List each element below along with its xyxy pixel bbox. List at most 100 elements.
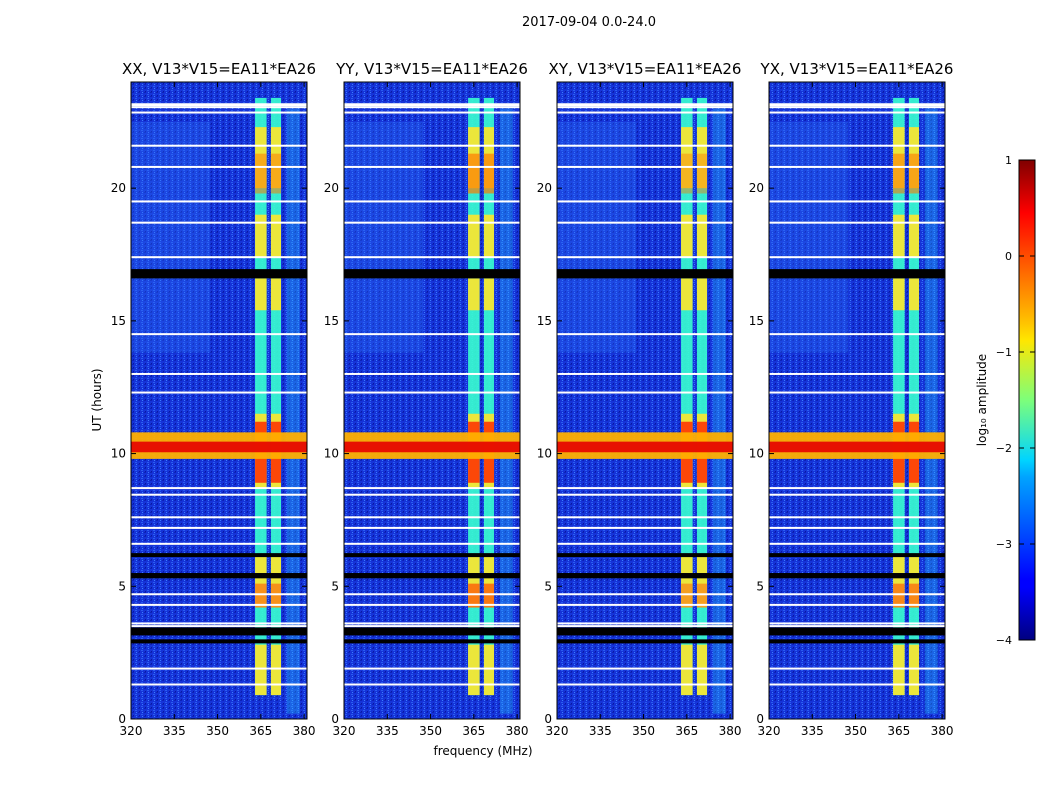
y-tick-label: 5 bbox=[331, 579, 339, 593]
flagged-row bbox=[557, 625, 733, 628]
flagged-gap bbox=[769, 573, 945, 579]
x-tick-label: 365 bbox=[249, 724, 272, 738]
y-tick-label: 5 bbox=[756, 579, 764, 593]
rfi-channel-1 bbox=[893, 97, 905, 696]
flagged-row bbox=[769, 667, 945, 670]
panel-1: XX, V13*V15=EA11*EA26 320 335 350 365 380 0 5 10… bbox=[111, 60, 316, 738]
flagged-row bbox=[344, 391, 520, 394]
colorbar-tick-label: 1 bbox=[1005, 154, 1012, 167]
rfi-hot-segment bbox=[483, 644, 495, 696]
rfi-hot-segment bbox=[681, 644, 693, 696]
flagged-row bbox=[769, 622, 945, 625]
rfi-hot-segment bbox=[681, 127, 693, 189]
x-tick-label: 365 bbox=[462, 724, 485, 738]
y-axis-label: UT (hours) bbox=[90, 368, 104, 431]
flagged-row bbox=[769, 111, 945, 114]
rfi-peak-segment bbox=[893, 153, 905, 194]
rfi-channel-1 bbox=[255, 97, 267, 696]
flagged-row bbox=[344, 165, 520, 168]
flagged-row bbox=[131, 667, 307, 670]
diffuse-emission bbox=[769, 121, 849, 353]
y-tick-label: 20 bbox=[111, 181, 126, 195]
rfi-hot-segment bbox=[255, 278, 267, 311]
rfi-peak-segment bbox=[696, 153, 708, 194]
x-tick-label: 320 bbox=[546, 724, 569, 738]
rfi-hot-segment bbox=[468, 554, 480, 608]
colorbar-ticks: 1 0 −1 −2 −3 −4 bbox=[996, 154, 1035, 647]
rfi-peak-segment bbox=[483, 153, 495, 194]
colorbar-tick-label: 0 bbox=[1005, 250, 1012, 263]
rfi-peak-segment bbox=[270, 153, 282, 194]
flagged-gap bbox=[344, 639, 520, 644]
flagged-row bbox=[557, 391, 733, 394]
flagged-row bbox=[131, 542, 307, 545]
flagged-gap bbox=[769, 639, 945, 644]
rfi-hot-segment bbox=[255, 644, 267, 696]
flagged-row bbox=[769, 103, 945, 107]
flagged-gap bbox=[557, 627, 733, 636]
flagged-row bbox=[557, 165, 733, 168]
flagged-row bbox=[131, 526, 307, 529]
panel-frame bbox=[130, 81, 308, 720]
rfi-channel-1 bbox=[468, 97, 480, 696]
flagged-row bbox=[557, 493, 733, 496]
flagged-row bbox=[131, 103, 307, 107]
y-tick-label: 10 bbox=[749, 447, 764, 461]
flagged-row bbox=[769, 683, 945, 686]
rfi-hot-segment bbox=[255, 554, 267, 608]
flagged-row bbox=[131, 683, 307, 686]
y-tick-label: 5 bbox=[118, 579, 126, 593]
flagged-gap bbox=[344, 627, 520, 636]
rfi-channel-1 bbox=[681, 97, 693, 696]
x-tick-label: 365 bbox=[675, 724, 698, 738]
rfi-peak-segment bbox=[255, 153, 267, 194]
flagged-row bbox=[344, 372, 520, 375]
flagged-row bbox=[769, 200, 945, 203]
flagged-row bbox=[131, 487, 307, 490]
flagged-row bbox=[769, 333, 945, 336]
flagged-row bbox=[131, 372, 307, 375]
flagged-row bbox=[131, 625, 307, 628]
flagged-row bbox=[769, 256, 945, 259]
flagged-row bbox=[344, 603, 520, 606]
y-tick-label: 20 bbox=[537, 181, 552, 195]
flagged-row bbox=[131, 200, 307, 203]
rfi-peak-segment bbox=[468, 583, 480, 608]
rfi-hot-segment bbox=[908, 214, 920, 258]
flagged-gap bbox=[557, 553, 733, 558]
flagged-row bbox=[557, 526, 733, 529]
y-tick-label: 15 bbox=[537, 314, 552, 328]
panel-frame bbox=[343, 81, 521, 720]
y-tick-label: 0 bbox=[544, 712, 552, 726]
x-tick-label: 380 bbox=[506, 724, 529, 738]
y-tick-label: 10 bbox=[537, 447, 552, 461]
flagged-row bbox=[344, 622, 520, 625]
flagged-gap bbox=[131, 573, 307, 579]
flagged-gap bbox=[131, 553, 307, 558]
broadband-event-core bbox=[769, 441, 945, 453]
rfi-hot-segment bbox=[681, 554, 693, 608]
flagged-row bbox=[344, 542, 520, 545]
flagged-row bbox=[769, 526, 945, 529]
colorbar-gradient bbox=[1018, 159, 1036, 641]
flagged-row bbox=[344, 256, 520, 259]
flagged-row bbox=[344, 106, 520, 109]
rfi-hot-segment bbox=[696, 127, 708, 189]
flagged-row bbox=[557, 516, 733, 519]
rfi-hot-segment bbox=[270, 554, 282, 608]
rfi-hot-segment bbox=[270, 644, 282, 696]
x-tick-label: 380 bbox=[293, 724, 316, 738]
y-tick-label: 0 bbox=[331, 712, 339, 726]
rfi-peak-segment bbox=[681, 583, 693, 608]
flagged-gap bbox=[769, 553, 945, 558]
rfi-hot-segment bbox=[483, 278, 495, 311]
flagged-row bbox=[769, 106, 945, 109]
flagged-row bbox=[131, 333, 307, 336]
y-tick-label: 20 bbox=[324, 181, 339, 195]
broadband-event-core bbox=[557, 441, 733, 453]
flagged-row bbox=[557, 372, 733, 375]
diffuse-emission bbox=[131, 121, 211, 353]
flagged-row bbox=[344, 221, 520, 224]
flagged-row bbox=[131, 144, 307, 147]
